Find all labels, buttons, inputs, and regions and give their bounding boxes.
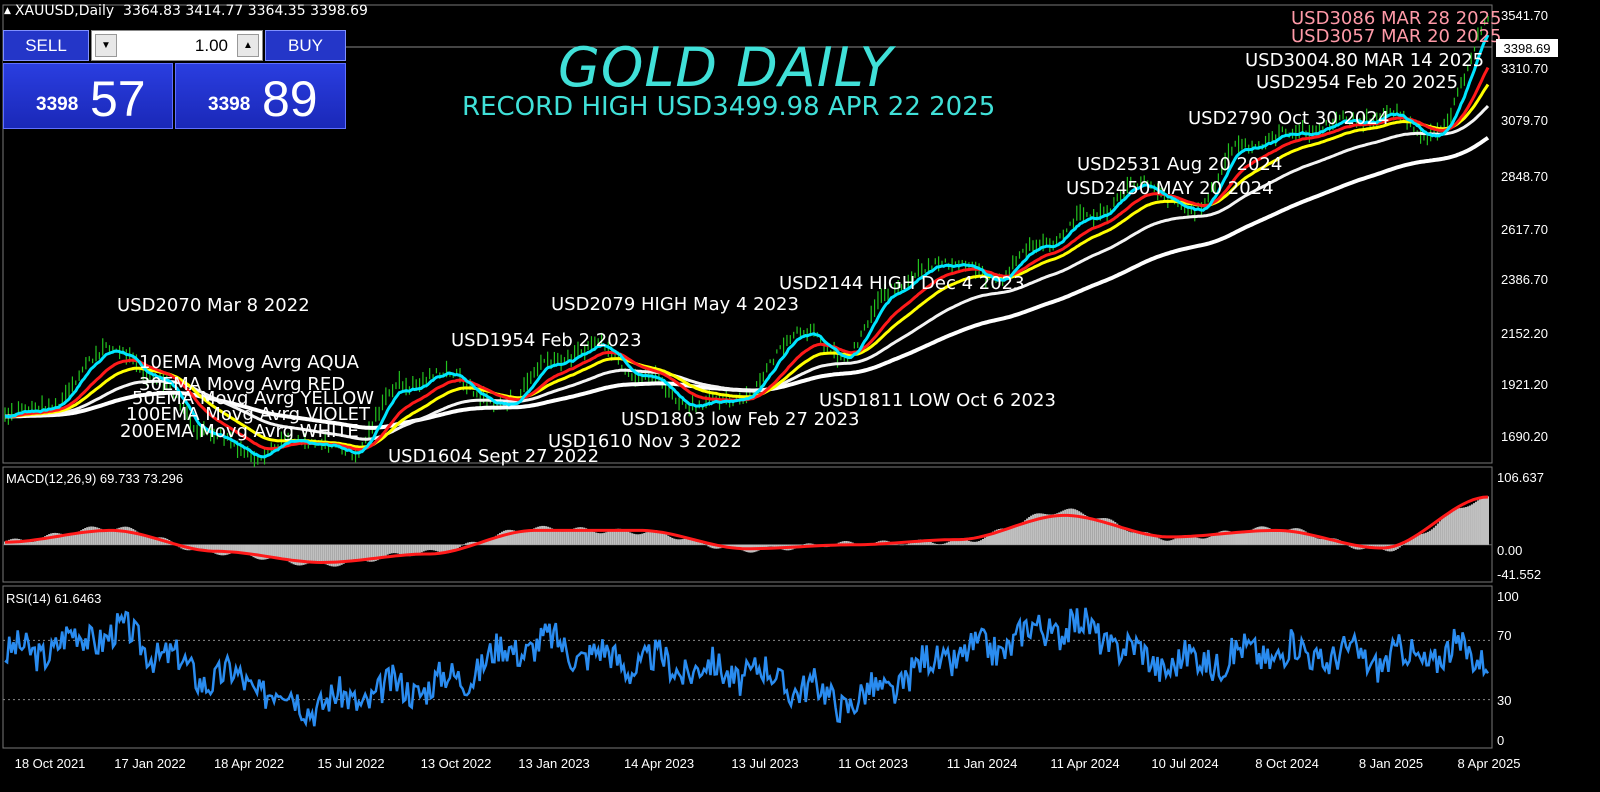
price-axis-tick: 3310.70 xyxy=(1501,61,1548,76)
ohlc-values: 3364.83 3414.77 3364.35 3398.69 xyxy=(123,3,368,19)
date-axis-tick: 17 Jan 2022 xyxy=(114,756,186,771)
price-axis-tick: 1921.20 xyxy=(1501,377,1548,392)
macd-axis-tick: -41.552 xyxy=(1497,567,1542,582)
symbol-name: XAUUSD,Daily xyxy=(14,3,115,19)
macd-label: MACD(12,26,9) 69.733 73.296 xyxy=(6,471,184,486)
ema-legend-line: 200EMA Movg Avrg WHITE xyxy=(120,421,359,442)
price-annotation: USD2531 Aug 20 2024 xyxy=(1077,154,1283,175)
ema10-line xyxy=(4,34,1490,459)
date-axis-tick: 10 Jul 2024 xyxy=(1151,756,1219,771)
price-annotation: USD1803 low Feb 27 2023 xyxy=(621,409,860,430)
buy-price-box[interactable]: 3398 89 xyxy=(175,63,346,129)
rsi-axis-tick: 100 xyxy=(1497,589,1519,604)
price-axis-tick: 2386.70 xyxy=(1501,272,1548,287)
date-axis-tick: 11 Oct 2023 xyxy=(838,756,908,771)
price-annotation: USD2144 HIGH Dec 4 2023 xyxy=(779,273,1025,294)
date-axis-tick: 11 Jan 2024 xyxy=(946,756,1018,771)
macd-signal-line xyxy=(4,495,1489,565)
triangle-icon: ▲ xyxy=(4,6,11,16)
rsi-line xyxy=(4,607,1490,728)
price-annotation: USD2954 Feb 20 2025 xyxy=(1256,72,1459,93)
date-axis-tick: 8 Oct 2024 xyxy=(1255,756,1319,771)
ema-legend-line: 50EMA Movg Avrg YELLOW xyxy=(132,388,375,409)
symbol-header: ▲ XAUUSD,Daily 3364.83 3414.77 3364.35 33… xyxy=(4,3,368,19)
price-axis-tick: 2617.70 xyxy=(1501,222,1548,237)
lot-decrease-icon[interactable]: ▼ xyxy=(95,34,117,57)
date-axis-tick: 11 Apr 2024 xyxy=(1050,756,1120,771)
date-axis-tick: 8 Apr 2025 xyxy=(1457,756,1521,771)
chart-subtitle: RECORD HIGH USD3499.98 APR 22 2025 xyxy=(462,92,996,122)
date-axis-tick: 14 Apr 2023 xyxy=(623,756,695,771)
macd-pane-border xyxy=(2,466,1493,583)
lot-increase-icon[interactable]: ▲ xyxy=(237,34,259,57)
rsi-axis-tick: 30 xyxy=(1497,693,1512,708)
current-price-flag: 3398.69 xyxy=(1496,39,1558,57)
price-axis-tick: 1690.20 xyxy=(1501,429,1548,444)
buy-label: BUY xyxy=(288,35,323,55)
lot-size-input[interactable]: ▼ 1.00 ▲ xyxy=(91,30,263,61)
ema-legend-line: 30EMA Movg Avrg RED xyxy=(139,374,346,395)
sell-label: SELL xyxy=(25,35,67,55)
chart-title: GOLD DAILY xyxy=(558,36,894,99)
price-axis-tick: 2152.20 xyxy=(1501,326,1548,341)
buy-price-prefix: 3398 xyxy=(208,94,251,115)
price-axis-tick: 3541.70 xyxy=(1501,8,1548,23)
macd-axis-tick: 0.00 xyxy=(1497,543,1523,558)
price-annotation: USD1610 Nov 3 2022 xyxy=(548,431,742,452)
ema-legend-line: 10EMA Movg Avrg AQUA xyxy=(139,352,359,373)
sell-price-pips: 57 xyxy=(90,71,146,127)
buy-button[interactable]: BUY xyxy=(265,30,346,61)
sell-price-prefix: 3398 xyxy=(36,94,79,115)
price-annotation: USD3086 MAR 28 2025 xyxy=(1291,8,1502,29)
rsi-label: RSI(14) 61.6463 xyxy=(6,591,102,606)
ema100-line xyxy=(5,104,1490,441)
date-axis-tick: 18 Oct 2021 xyxy=(14,756,86,771)
date-axis-tick: 15 Jul 2022 xyxy=(317,756,385,771)
price-annotation: USD1811 LOW Oct 6 2023 xyxy=(819,390,1056,411)
price-annotation: USD2790 Oct 30 2024 xyxy=(1188,108,1390,129)
price-annotation: USD3004.80 MAR 14 2025 xyxy=(1245,50,1485,71)
price-annotation: USD2450 MAY 20 2024 xyxy=(1066,178,1274,199)
price-annotation: USD1954 Feb 2 2023 xyxy=(451,330,642,351)
rsi-axis-tick: 70 xyxy=(1497,628,1512,643)
date-axis-tick: 8 Jan 2025 xyxy=(1358,756,1424,771)
price-axis-tick: 3079.70 xyxy=(1501,113,1548,128)
price-annotation: USD3057 MAR 20 2025 xyxy=(1291,26,1502,47)
rsi-axis-tick: 0 xyxy=(1497,733,1505,748)
price-annotation: USD1604 Sept 27 2022 xyxy=(388,446,600,467)
macd-axis-tick: 106.637 xyxy=(1497,470,1544,485)
ema-legend-line: 100EMA Movg Avrg VIOLET xyxy=(126,404,370,425)
date-axis-tick: 18 Apr 2022 xyxy=(213,756,285,771)
buy-price-pips: 89 xyxy=(262,71,318,127)
lot-size-value: 1.00 xyxy=(194,36,228,55)
main-pane-border xyxy=(2,4,1493,464)
date-axis-tick: 13 Jul 2023 xyxy=(731,756,799,771)
ema50-line xyxy=(5,83,1490,449)
sell-price-box[interactable]: 3398 57 xyxy=(3,63,173,129)
rsi-pane-border xyxy=(2,585,1493,749)
date-axis-tick: 13 Oct 2022 xyxy=(420,756,492,771)
price-annotation: USD2079 HIGH May 4 2023 xyxy=(551,294,799,315)
date-axis-tick: 13 Jan 2023 xyxy=(518,756,590,771)
price-annotation: USD2070 Mar 8 2022 xyxy=(117,295,310,316)
sell-button[interactable]: SELL xyxy=(3,30,89,61)
price-axis-tick: 2848.70 xyxy=(1501,169,1548,184)
one-click-trading-panel: SELL ▼ 1.00 ▲ BUY 3398 57 3398 89 xyxy=(3,30,346,129)
